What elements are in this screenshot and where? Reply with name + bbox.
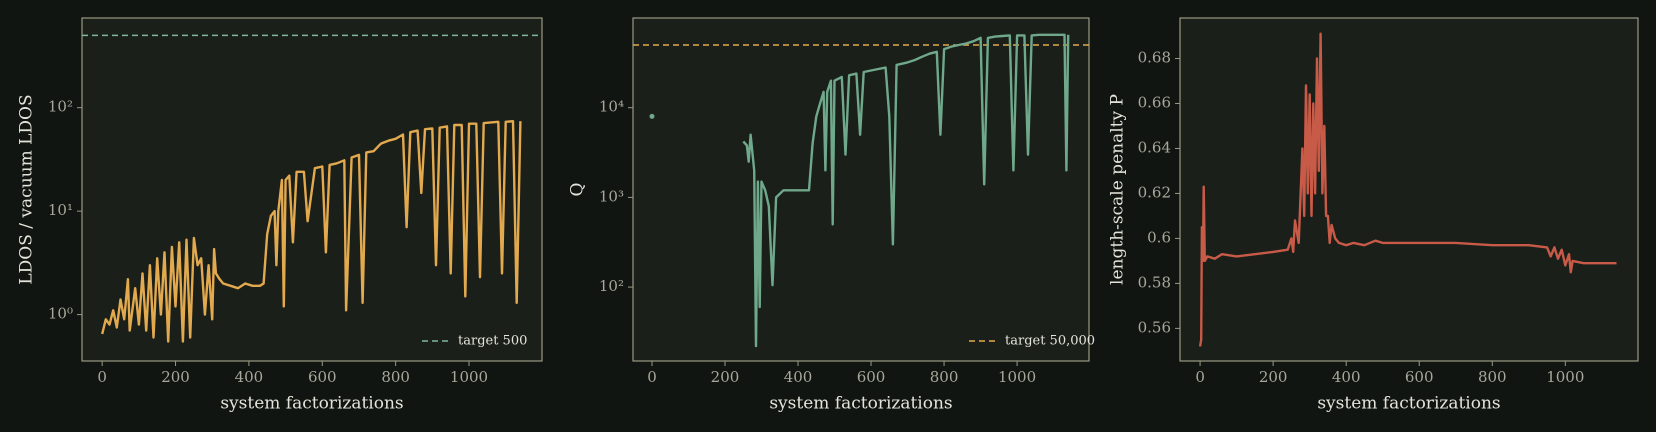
y-tick-label: 0.68 [1138, 48, 1171, 66]
y-tick-label: 0.6 [1147, 228, 1171, 246]
data-line [1198, 32, 1617, 347]
x-tick-label: 400 [784, 368, 813, 386]
x-axis-label: system factorizations [1317, 394, 1500, 414]
subplot: 0 200 400 600 800 1000 10² 10³ 10⁴ system factori… [568, 17, 1095, 414]
y-axis-label: length-scale penalty P [1108, 94, 1128, 285]
legend-label: target 50,000 [1005, 334, 1095, 349]
data-line [742, 33, 1070, 348]
y-tick-label: 0.66 [1138, 93, 1171, 111]
y-tick-label: 10⁴ [599, 98, 624, 116]
y-tick-label: 10¹ [48, 201, 73, 219]
y-tick-label: 0.56 [1138, 318, 1171, 336]
x-tick-label: 0 [647, 368, 657, 386]
x-tick-label: 600 [1405, 368, 1434, 386]
legend-label: target 500 [458, 334, 527, 349]
plot-area [632, 17, 1090, 362]
y-tick-label: 10⁰ [48, 305, 73, 323]
y-tick-label: 10² [599, 277, 624, 295]
x-tick-label: 800 [930, 368, 959, 386]
y-tick-label: 10³ [599, 187, 624, 205]
x-tick-label: 1000 [998, 368, 1036, 386]
x-tick-label: 800 [381, 368, 410, 386]
y-axis-label: LDOS / vacuum LDOS [17, 94, 37, 284]
x-tick-label: 600 [857, 368, 886, 386]
x-axis-label: system factorizations [220, 394, 403, 414]
x-tick-label: 200 [1259, 368, 1288, 386]
data-line [101, 120, 522, 343]
x-tick-label: 0 [1195, 368, 1205, 386]
y-tick-label: 0.64 [1138, 138, 1171, 156]
x-axis-label: system factorizations [769, 394, 952, 414]
y-axis-label: Q [568, 183, 588, 197]
x-tick-label: 400 [235, 368, 264, 386]
x-tick-label: 200 [711, 368, 740, 386]
x-tick-label: 800 [1478, 368, 1507, 386]
x-tick-label: 200 [161, 368, 190, 386]
x-tick-label: 1000 [450, 368, 488, 386]
x-tick-label: 1000 [1546, 368, 1584, 386]
data-point [649, 113, 655, 119]
x-tick-label: 400 [1332, 368, 1361, 386]
y-tick-label: 10² [48, 98, 73, 116]
y-tick-label: 0.58 [1138, 273, 1171, 291]
subplot: 0 200 400 600 800 1000 0.56 0.58 0.6 0.62 0.64 0.66… [1108, 17, 1639, 414]
plot-area [1179, 17, 1639, 362]
x-tick-label: 600 [308, 368, 337, 386]
x-tick-label: 0 [97, 368, 107, 386]
y-tick-label: 0.62 [1138, 183, 1171, 201]
subplot: 0 200 400 600 800 1000 10⁰ 10¹ 10² system factori… [17, 17, 543, 414]
